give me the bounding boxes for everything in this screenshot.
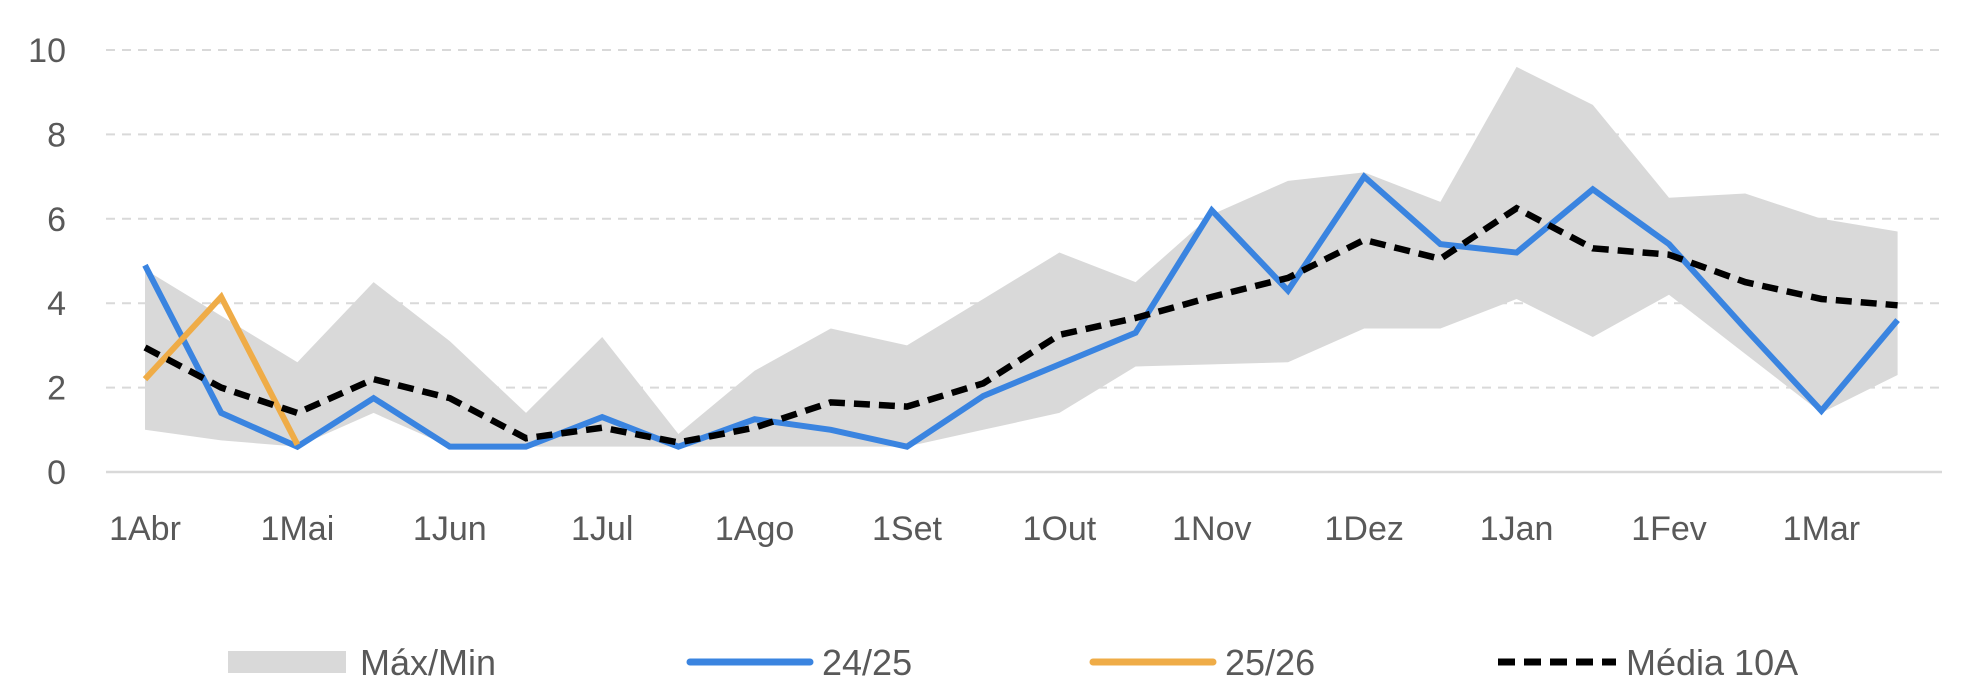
series-layer: [142, 172, 1900, 451]
x-tick-label: 1Jun: [413, 510, 487, 548]
x-tick-label: 1Jul: [571, 510, 633, 548]
x-tick-label: 1Abr: [109, 510, 181, 548]
legend-label: 25/26: [1225, 642, 1315, 681]
x-tick-label: 1Out: [1023, 510, 1097, 548]
x-tick-label: 1Mai: [261, 510, 335, 548]
y-tick-label: 8: [47, 116, 66, 154]
legend-label: 24/25: [822, 642, 912, 681]
x-tick-label: 1Ago: [715, 510, 794, 548]
legend-label: Média 10A: [1626, 642, 1798, 681]
x-tick-label: 1Fev: [1631, 510, 1707, 548]
legend-swatch-band: [228, 651, 346, 673]
y-tick-label: 10: [28, 32, 66, 70]
series-line-1: [142, 172, 1900, 451]
series-line-2: [142, 291, 301, 446]
y-tick-label: 4: [47, 285, 66, 323]
x-tick-label: 1Jan: [1480, 510, 1554, 548]
legend-label: Máx/Min: [360, 642, 496, 681]
band-layer: [145, 66, 1898, 447]
y-tick-label: 0: [47, 454, 66, 492]
legend-layer: Máx/Min 24/25 25/26 Média 10A: [228, 642, 1798, 681]
x-tick-label: 1Mar: [1783, 510, 1860, 548]
x-tick-label: 1Dez: [1325, 510, 1404, 548]
y-tick-label: 2: [47, 370, 66, 408]
y-tick-label: 6: [47, 201, 66, 239]
series-line-3: [143, 204, 1898, 446]
band-max-min: [145, 66, 1898, 447]
x-tick-label: 1Set: [872, 510, 942, 548]
tick-layer: 0 2 4 6 8 10 1Abr 1Mai 1Jun 1Jul 1Ago 1Set 1Out 1Nov 1…: [28, 32, 1860, 548]
x-tick-label: 1Nov: [1172, 510, 1251, 548]
